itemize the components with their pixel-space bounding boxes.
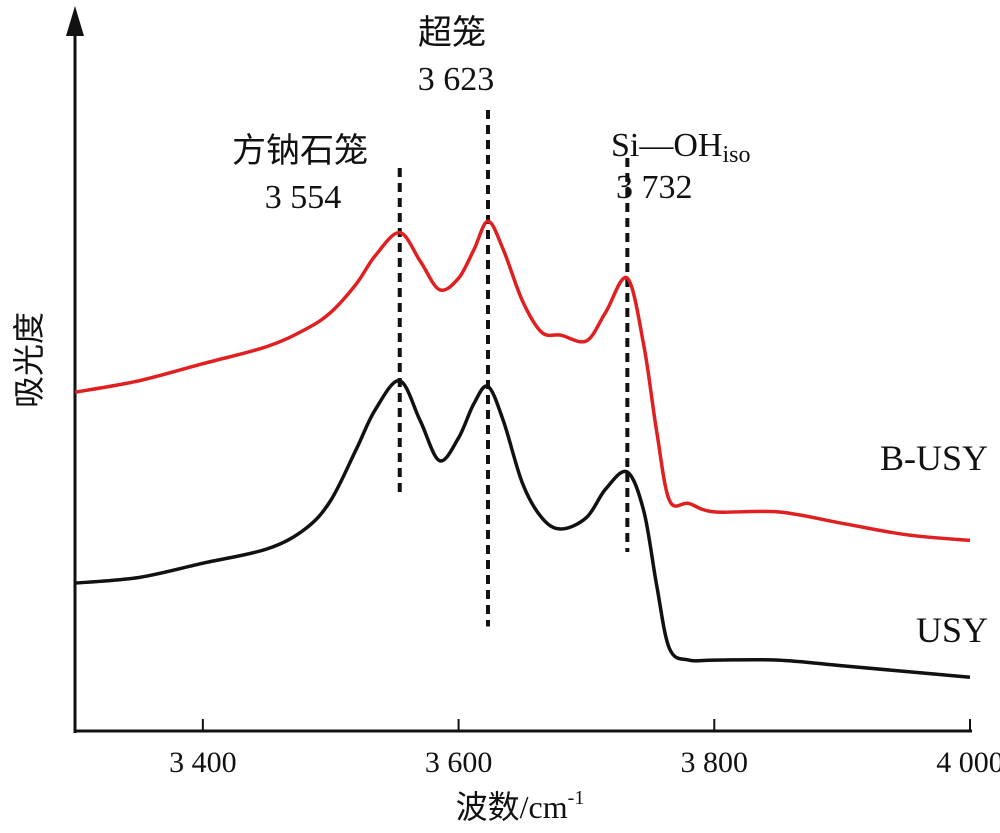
- peak-sodalite-name: 方钠石笼: [232, 132, 368, 170]
- peak-annotation-sioh: Si—OHiso 3 732: [611, 127, 750, 206]
- y-axis-arrow: [66, 6, 84, 36]
- series-label-b-usy: B-USY: [880, 438, 988, 478]
- peak-markers: [397, 110, 630, 627]
- series-line-b-usy: [74, 219, 971, 543]
- peak-supercage-name: 超笼: [418, 14, 486, 52]
- peak-supercage-value: 3 623: [418, 61, 495, 98]
- peak-sioh-name: Si—OHiso: [611, 127, 750, 168]
- peak-sioh-value: 3 732: [616, 169, 693, 206]
- x-tick-label: 3 600: [425, 746, 493, 779]
- x-axis-title: 波数/cm-1: [456, 787, 585, 825]
- series-label-usy: USY: [916, 610, 988, 650]
- x-tick-labels: 3 400 3 600 3 800 4 000: [169, 746, 1000, 779]
- x-ticks: [201, 719, 971, 731]
- y-axis-title: 吸光度: [11, 312, 47, 408]
- series-line-usy: [74, 379, 971, 679]
- x-tick-label: 3 800: [681, 746, 749, 779]
- x-tick-label: 4 000: [936, 746, 1000, 779]
- x-tick-label: 3 400: [169, 746, 237, 779]
- peak-annotation-supercage: 超笼 3 623: [418, 14, 495, 98]
- peak-sodalite-value: 3 554: [265, 179, 342, 216]
- series-lines: [74, 219, 971, 679]
- peak-annotation-sodalite: 方钠石笼 3 554: [232, 132, 368, 216]
